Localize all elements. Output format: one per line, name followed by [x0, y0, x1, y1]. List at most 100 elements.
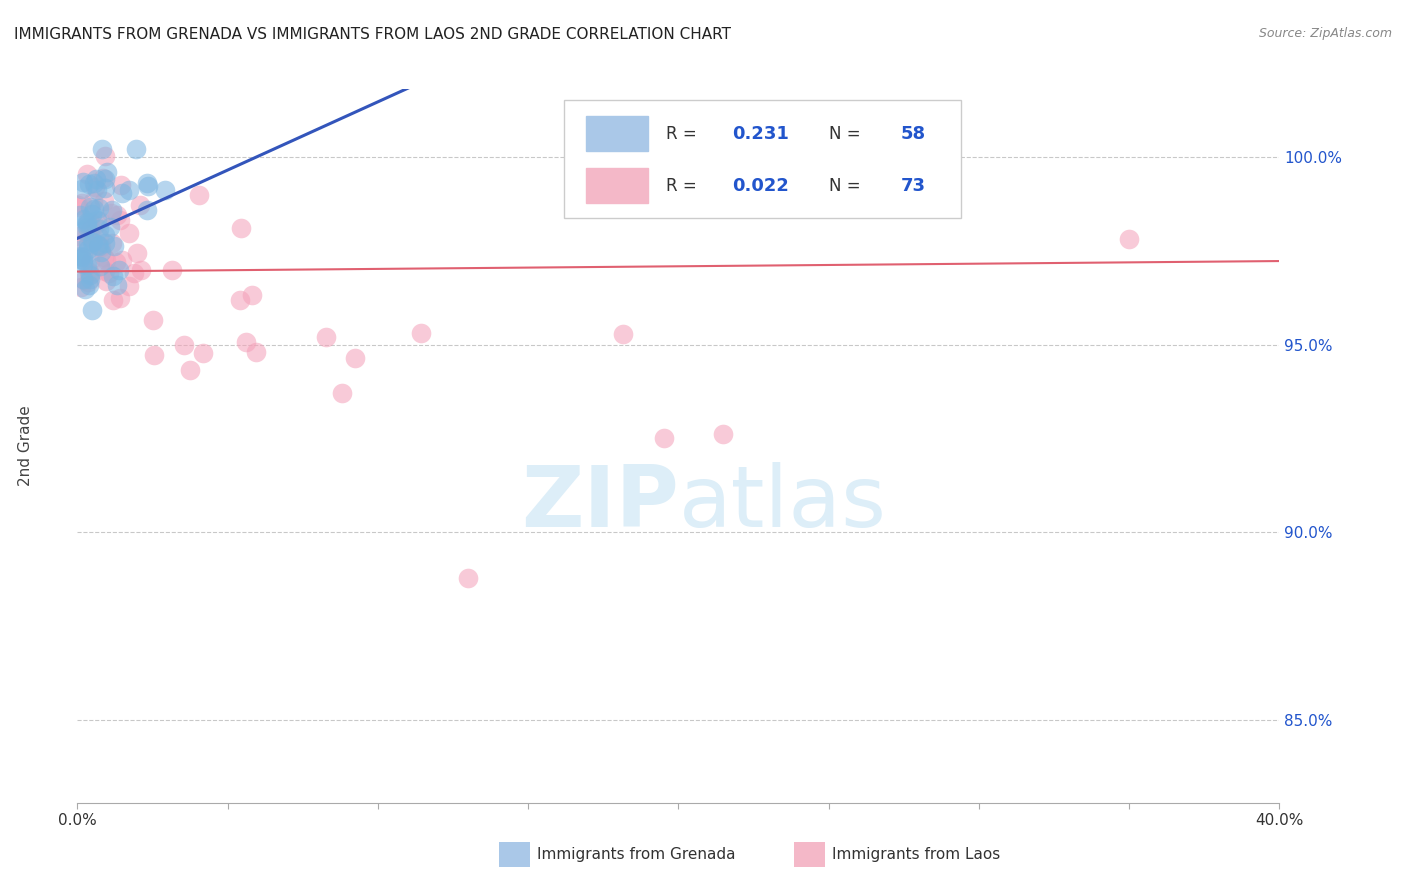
- Point: [94, 253, 117, 268]
- Point: [73, 282, 96, 296]
- Point: [70, 182, 93, 196]
- Point: [76, 227, 98, 241]
- Point: [108, 291, 131, 305]
- Point: [86, 237, 108, 252]
- Text: Source: ZipAtlas.com: Source: ZipAtlas.com: [1258, 27, 1392, 40]
- Point: [122, 266, 145, 280]
- Point: [118, 227, 141, 241]
- Text: 0.022: 0.022: [733, 177, 789, 194]
- Point: [330, 386, 353, 401]
- Point: [67, 244, 90, 258]
- Point: [79, 267, 101, 281]
- Point: [187, 188, 209, 202]
- Point: [76, 215, 98, 229]
- Point: [69, 252, 91, 267]
- Point: [103, 239, 125, 253]
- Point: [612, 326, 634, 341]
- Point: [72, 256, 94, 270]
- Point: [153, 183, 176, 197]
- Point: [118, 278, 141, 293]
- Point: [128, 197, 150, 211]
- Point: [343, 351, 366, 366]
- Point: [142, 312, 165, 326]
- Text: IMMIGRANTS FROM GRENADA VS IMMIGRANTS FROM LAOS 2ND GRADE CORRELATION CHART: IMMIGRANTS FROM GRENADA VS IMMIGRANTS FR…: [14, 27, 731, 42]
- Point: [94, 149, 117, 163]
- Point: [179, 363, 201, 377]
- Point: [315, 330, 337, 344]
- Point: [72, 271, 94, 285]
- Point: [90, 240, 112, 254]
- Point: [82, 302, 104, 317]
- Point: [245, 345, 267, 359]
- Point: [108, 212, 131, 227]
- Point: [83, 180, 105, 194]
- Point: [76, 167, 98, 181]
- Point: [111, 252, 134, 267]
- Point: [89, 259, 111, 273]
- Point: [76, 217, 98, 231]
- Point: [143, 348, 166, 362]
- Point: [67, 200, 90, 214]
- Point: [72, 175, 94, 189]
- Point: [73, 224, 96, 238]
- Point: [160, 263, 183, 277]
- Point: [93, 235, 115, 250]
- Point: [77, 275, 100, 289]
- Point: [711, 426, 734, 441]
- Point: [108, 263, 131, 277]
- Point: [83, 202, 105, 217]
- Point: [86, 212, 108, 227]
- Text: R =: R =: [666, 177, 703, 194]
- Point: [77, 213, 100, 227]
- Point: [72, 252, 94, 267]
- Point: [79, 268, 101, 282]
- Point: [1118, 232, 1140, 246]
- Point: [229, 221, 252, 235]
- Point: [105, 278, 128, 293]
- Bar: [586, 116, 648, 152]
- Point: [173, 337, 195, 351]
- Point: [135, 176, 157, 190]
- Point: [110, 178, 132, 193]
- Point: [97, 266, 120, 280]
- Point: [457, 571, 479, 585]
- Point: [76, 243, 98, 257]
- Point: [229, 293, 252, 307]
- Point: [98, 219, 121, 234]
- Point: [129, 263, 152, 277]
- Point: [89, 238, 111, 252]
- Point: [82, 235, 104, 249]
- Point: [101, 268, 124, 283]
- Point: [67, 228, 90, 243]
- Text: N =: N =: [828, 177, 866, 194]
- Point: [240, 288, 263, 302]
- Point: [82, 194, 104, 208]
- Text: ZIP: ZIP: [520, 461, 679, 545]
- Point: [76, 258, 98, 272]
- Bar: [586, 168, 648, 203]
- Point: [104, 255, 127, 269]
- Point: [118, 183, 141, 197]
- Point: [70, 279, 93, 293]
- Text: atlas: atlas: [679, 461, 886, 545]
- Text: 0.231: 0.231: [733, 125, 789, 143]
- Point: [70, 196, 93, 211]
- FancyBboxPatch shape: [564, 100, 960, 218]
- Point: [90, 245, 112, 260]
- Point: [83, 176, 105, 190]
- Point: [77, 278, 100, 293]
- Point: [69, 249, 91, 263]
- Point: [72, 250, 94, 264]
- Text: 58: 58: [901, 125, 927, 143]
- Text: Immigrants from Grenada: Immigrants from Grenada: [537, 847, 735, 862]
- Point: [86, 239, 108, 253]
- Point: [101, 235, 124, 250]
- Point: [191, 346, 214, 360]
- Point: [89, 213, 111, 227]
- Point: [93, 251, 115, 265]
- Point: [93, 264, 115, 278]
- Point: [91, 142, 114, 156]
- Text: R =: R =: [666, 125, 703, 143]
- Point: [91, 171, 114, 186]
- Point: [83, 218, 105, 232]
